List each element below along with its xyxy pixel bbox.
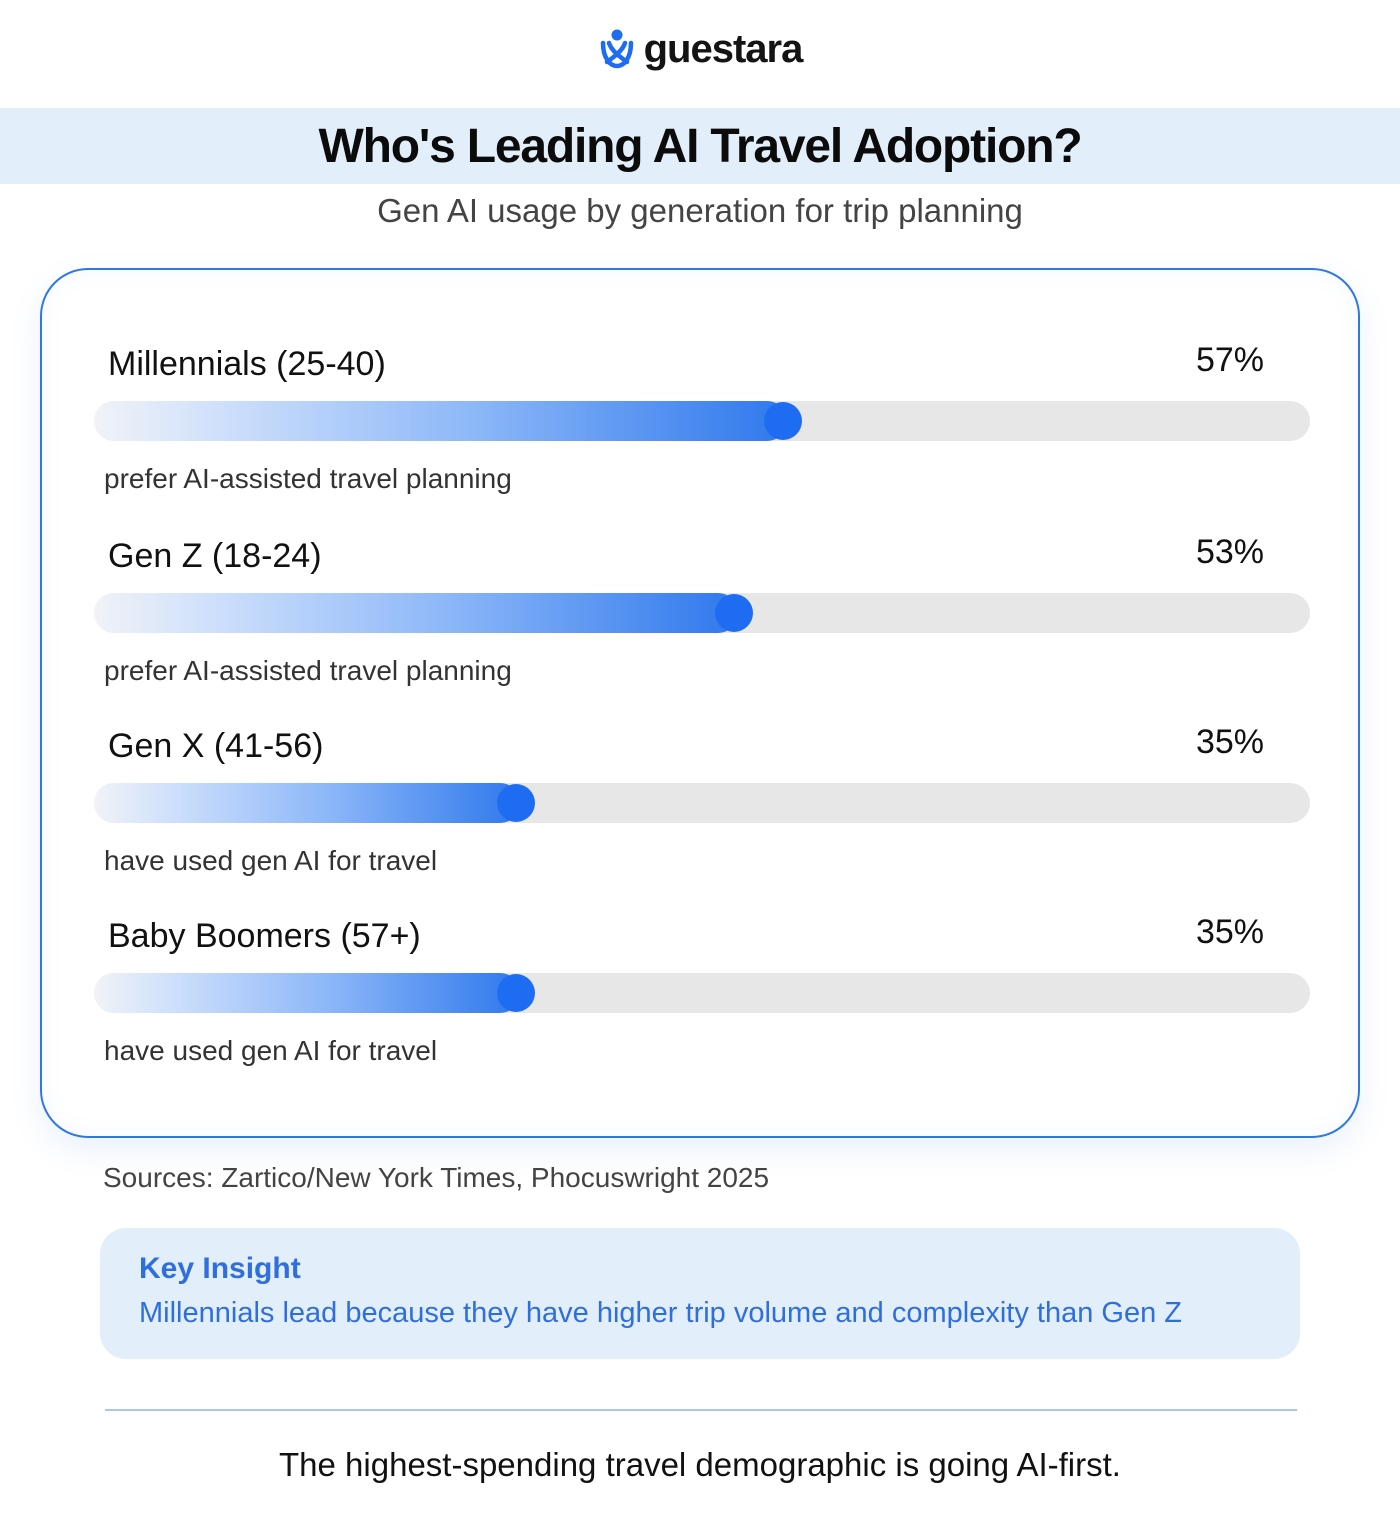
bar-track: [94, 973, 1310, 1013]
bar-note: prefer AI-assisted travel planning: [104, 655, 512, 686]
bar-row: Gen X (41-56) 35% have used gen AI for tra…: [42, 723, 1362, 897]
bar-fill: [94, 593, 739, 633]
title-band: Who's Leading AI Travel Adoption?: [0, 108, 1400, 184]
bar-value-label: 35%: [1195, 913, 1264, 951]
bar-value-label: 35%: [1195, 723, 1264, 761]
bar-end-dot: [496, 784, 535, 822]
key-insight-text: Millennials lead because they have highe…: [139, 1297, 1182, 1329]
bar-note: prefer AI-assisted travel planning: [104, 463, 512, 494]
bar-row: Gen Z (18-24) 53% prefer AI-assisted trave…: [42, 533, 1362, 707]
bar-row: Millennials (25-40) 57% prefer AI-assisted…: [42, 341, 1362, 515]
bar-track: [94, 401, 1310, 441]
key-insight-title: Key Insight: [139, 1252, 301, 1285]
bar-track: [94, 593, 1310, 633]
bar-fill: [94, 973, 520, 1013]
bar-end-dot: [715, 594, 754, 632]
bar-label: Gen Z (18-24): [108, 537, 322, 575]
key-insight-box: Key Insight Millennials lead because the…: [100, 1228, 1300, 1359]
page-subtitle: Gen AI usage by generation for trip plan…: [377, 192, 1023, 229]
bar-label: Gen X (41-56): [108, 727, 324, 765]
bar-value-label: 57%: [1195, 341, 1264, 379]
bar-note: have used gen AI for travel: [104, 845, 438, 876]
chart-card: Millennials (25-40) 57% prefer AI-assisted…: [40, 268, 1360, 1138]
tagline: The highest-spending travel demographic …: [279, 1446, 1121, 1483]
guestara-logo-icon: [600, 29, 633, 69]
bar-label: Baby Boomers (57+): [108, 917, 421, 955]
bar-note: have used gen AI for travel: [104, 1035, 438, 1066]
bar-label: Millennials (25-40): [108, 345, 386, 383]
bar-end-dot: [496, 974, 535, 1012]
brand-logo: guestara: [0, 26, 1400, 72]
bar-track: [94, 783, 1310, 823]
bar-row: Baby Boomers (57+) 35% have used gen AI fo…: [42, 913, 1362, 1087]
page-title: Who's Leading AI Travel Adoption?: [318, 119, 1083, 173]
bar-value-label: 53%: [1195, 533, 1264, 571]
brand-name: guestara: [643, 27, 804, 71]
sources-note: Sources: Zartico/New York Times, Phocusw…: [103, 1162, 770, 1193]
bar-fill: [94, 783, 520, 823]
divider: [105, 1409, 1297, 1411]
bar-end-dot: [764, 402, 803, 440]
bar-fill: [94, 401, 788, 441]
